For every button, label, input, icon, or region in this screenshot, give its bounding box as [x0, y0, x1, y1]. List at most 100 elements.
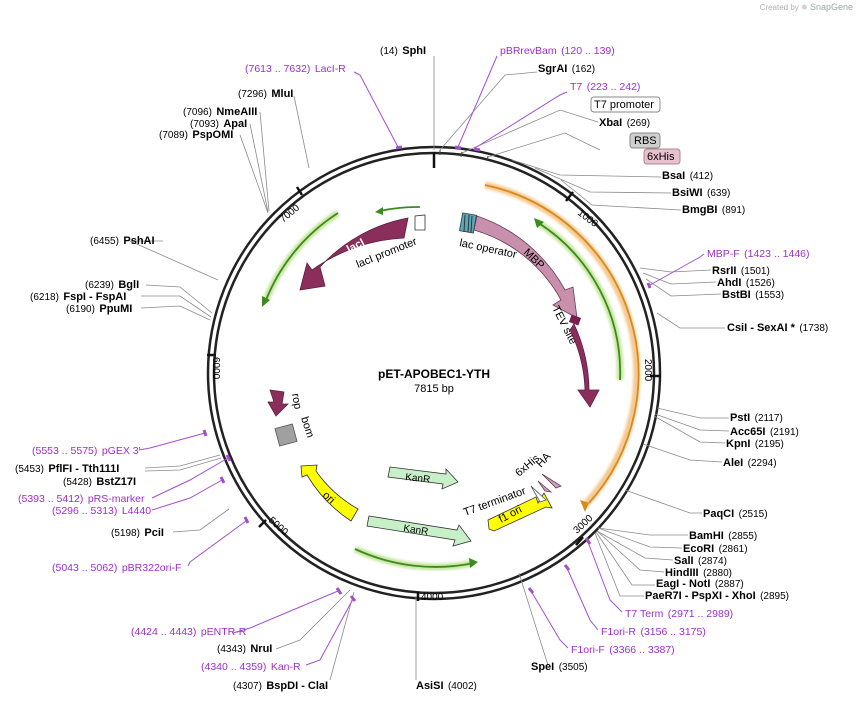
- rbs-his-stripes: [463, 214, 473, 233]
- site-hindiii: HindIII (2880): [665, 563, 732, 580]
- credit-app: SnapGene: [809, 2, 853, 12]
- primer-l4440: (5296 .. 5313) L4440: [52, 501, 151, 518]
- apobec-arrow: [569, 323, 600, 408]
- site-ahdi: AhdI (1526): [717, 273, 775, 290]
- kanr-label-1: KanR: [405, 472, 431, 486]
- tick-1000: 1000: [575, 208, 600, 230]
- rop-label: rop: [289, 392, 304, 410]
- site-mlui: (7296) MluI: [238, 84, 293, 101]
- site-nrui: (4343) NruI: [217, 639, 272, 656]
- t7-promoter-box: [590, 96, 661, 113]
- f1-ori-arrow: [487, 492, 553, 532]
- site-pflfi: (5453) PflFI - Tth111I: [15, 459, 119, 476]
- site-sgrai: SgrAI (162): [538, 59, 595, 76]
- site-asisi: AsiSI (4002): [416, 676, 477, 693]
- laci-arrow: [299, 217, 409, 291]
- snapgene-credit: Created by ✵ SnapGene: [760, 2, 853, 12]
- site-acc65i: Acc65I (2191): [730, 422, 799, 439]
- ha-label: HA: [534, 450, 554, 470]
- site-rsrii: RsrII (1501): [712, 261, 770, 278]
- site-pshai: (6455) PshAI: [90, 231, 155, 248]
- site-paer7i: PaeR7I - PspXI - XhoI (2895): [645, 586, 789, 603]
- ori-arrow: [300, 464, 359, 522]
- kanr-orf-line: [354, 548, 475, 568]
- primer-t7: T7 (223 .. 242): [570, 77, 640, 94]
- primer-pentr-r: (4424 .. 4443) pENTR-R: [131, 622, 247, 639]
- rbs-label: RBS: [634, 135, 657, 147]
- kanr-label-2: KanR: [403, 523, 429, 538]
- site-xbai: XbaI (269): [599, 113, 650, 130]
- site-eagi: EagI - NotI (2887): [656, 574, 744, 591]
- site-alei: AleI (2294): [723, 453, 777, 470]
- site-csii: CsiI - SexAI * (1738): [727, 318, 828, 335]
- site-pcii: (5198) PciI: [111, 523, 164, 540]
- site-bstz17i: (5428) BstZ17I: [63, 472, 136, 489]
- primer-marks: [202, 145, 652, 602]
- primer-leader-lines: [138, 55, 705, 666]
- plasmid-size: 7815 bp: [414, 383, 454, 395]
- rbs-box: [629, 132, 661, 149]
- kanr-arrow-2: [366, 515, 472, 547]
- bom-box: [274, 423, 298, 447]
- t7-promoter-label: T7 promoter: [594, 99, 654, 111]
- credit-prefix: Created by: [759, 3, 799, 12]
- rop-arrow: [267, 389, 289, 417]
- mbp-orf-line: [484, 184, 640, 504]
- site-pspomi: (7089) PspOMI: [159, 125, 233, 142]
- his-box: [643, 148, 681, 165]
- ha-tag: [541, 473, 562, 489]
- site-bgli: (6239) BglI: [85, 275, 139, 292]
- site-sphi: (14) SphI: [380, 41, 426, 58]
- site-apai: (7093) ApaI: [190, 114, 247, 131]
- primer-kan-r: (4340 .. 4359) Kan-R: [201, 657, 301, 674]
- primer-mbp-f: MBP-F (1423 .. 1446): [707, 244, 810, 261]
- leader-lines: [129, 56, 730, 681]
- site-psti: PstI (2117): [730, 408, 783, 425]
- site-bsai: BsaI (412): [662, 166, 713, 183]
- site-bstbi: BstBI (1553): [722, 285, 784, 302]
- scale-ticks: [207, 186, 661, 601]
- laci-orf-head: [262, 296, 270, 307]
- primer-pbr322ori-f: (5043 .. 5062) pBR322ori-F: [52, 558, 181, 575]
- site-ticks: [439, 150, 489, 162]
- mbp-arrow: [473, 215, 578, 319]
- laci-prom-orf-line: [379, 206, 421, 212]
- laci-prom-orf-head: [375, 207, 383, 215]
- site-ppumi: (6190) PpuMI: [66, 299, 132, 316]
- snapgene-logo-icon: ✵: [801, 3, 808, 12]
- his-label: 6xHis: [647, 151, 675, 163]
- primer-laci-r: (7613 .. 7632) LacI-R: [245, 59, 346, 76]
- kanr-orf-head: [469, 558, 478, 568]
- plasmid-name: pET-APOBEC1-YTH: [378, 367, 490, 381]
- site-bmgbi: BmgBI (891): [682, 200, 745, 217]
- primer-prs-marker: (5393 .. 5412) pRS-marker: [18, 489, 145, 506]
- kanr-orf-arc: [353, 545, 475, 571]
- kanr-arrow-1: [387, 466, 459, 490]
- site-bsiwi: BsiWI (639): [672, 183, 730, 200]
- site-kpni: KpnI (2195): [726, 434, 784, 451]
- site-paqci: PaqCI (2515): [703, 504, 768, 521]
- site-labels: (14) SphI SgrAI (162) XbaI (269) BsaI (4…: [15, 41, 828, 693]
- apobec-orf-line: [536, 221, 622, 381]
- site-bamhi: BamHI (2855): [689, 526, 757, 543]
- site-ecori: EcoRI (2861): [683, 539, 748, 556]
- his-tag: [537, 480, 553, 493]
- apobec-orf-arc: [535, 219, 624, 381]
- primer-f1ori-f: F1ori-F (3366 .. 3387): [571, 640, 675, 657]
- mbp-orf-head: [580, 500, 589, 512]
- site-fspi: (6218) FspI - FspAI: [30, 287, 126, 304]
- tick-6000: 6000: [210, 357, 221, 380]
- tev-site-box: [568, 314, 582, 326]
- site-bspdi: (4307) BspDI - ClaI: [233, 676, 328, 693]
- primer-f1ori-r: F1ori-R (3156 .. 3175): [601, 622, 706, 639]
- laci-orf-line: [265, 212, 339, 301]
- tick-2000: 2000: [642, 359, 653, 382]
- bom-label: bom: [298, 415, 316, 439]
- primer-pgex3: (5553 .. 5575) pGEX 3': [32, 441, 141, 458]
- site-nmeaiii: (7096) NmeAIII: [183, 102, 257, 119]
- primer-pbrrevbam: pBRrevBam (120 .. 139): [500, 41, 615, 58]
- apobec-orf-head: [534, 218, 544, 228]
- primer-labels: pBRrevBam (120 .. 139) T7 (223 .. 242) M…: [18, 41, 810, 674]
- site-sali: SalI (2874): [674, 551, 727, 568]
